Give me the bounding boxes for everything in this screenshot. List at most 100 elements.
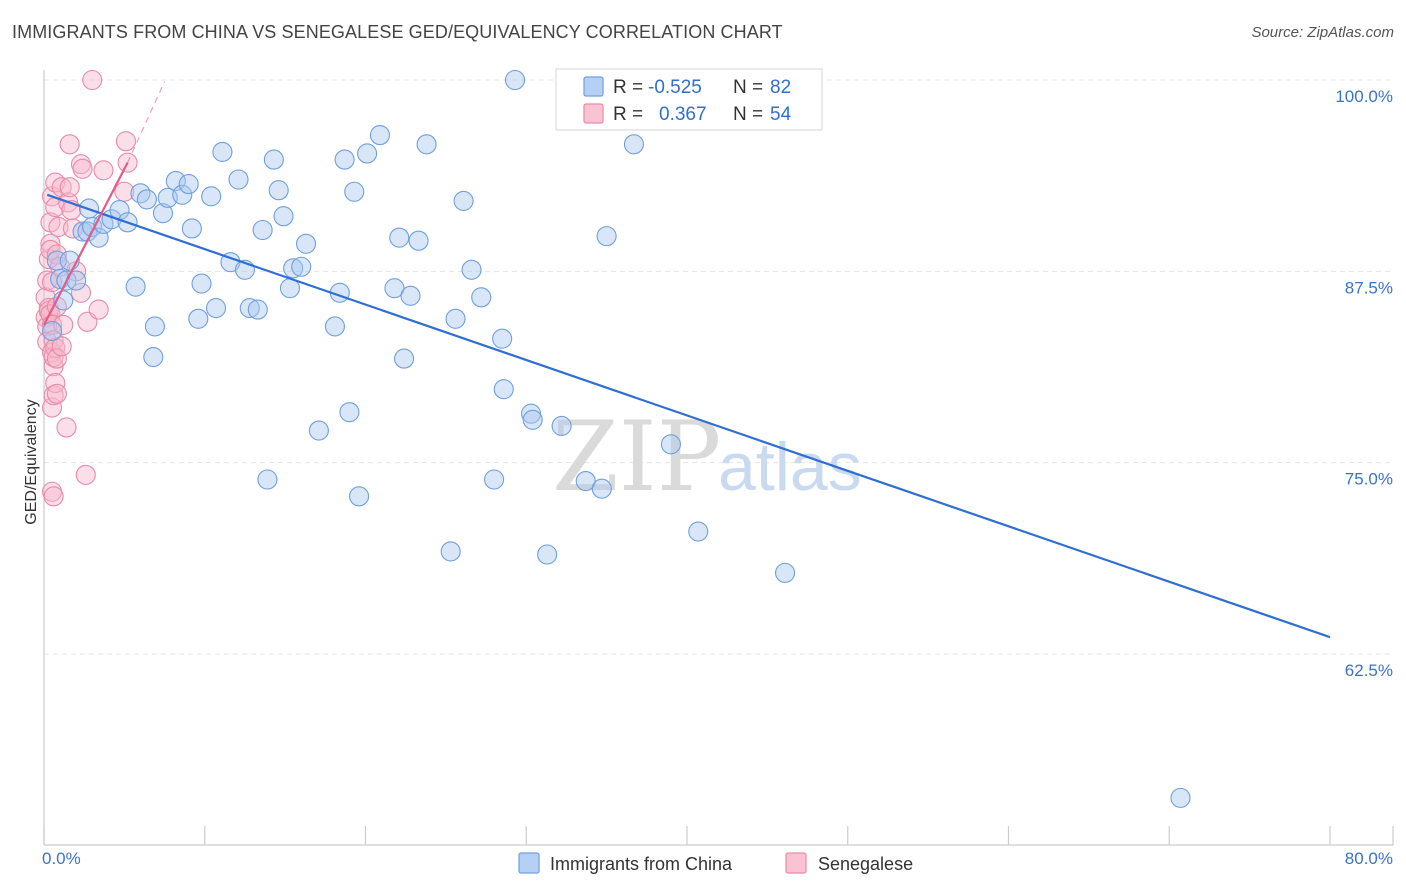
china-point [172, 184, 193, 205]
grid-layer [44, 79, 1393, 655]
china-point [291, 256, 312, 277]
china-point [268, 180, 289, 201]
china-point [537, 544, 558, 565]
senegalese-point [45, 337, 66, 358]
legend-swatch-pink [583, 103, 604, 124]
x-tick-marks [43, 826, 1394, 845]
china-point [440, 541, 461, 562]
senegalese-point [59, 134, 80, 155]
china-point [324, 316, 346, 337]
china-point [201, 186, 222, 207]
senegalese-point [46, 244, 67, 265]
china-point [273, 206, 294, 227]
x-tick-label-max: 80.0% [1345, 849, 1393, 868]
senegalese-point [75, 464, 96, 485]
china-point [1170, 787, 1191, 808]
china-point [775, 562, 796, 583]
bottom-legend-label-china: Immigrants from China [550, 854, 733, 874]
senegalese-point [45, 373, 66, 394]
china-point [591, 478, 612, 499]
china-point [445, 308, 466, 329]
legend-n-value-blue: 82 [770, 77, 791, 98]
china-point [239, 298, 260, 319]
china-point [389, 227, 410, 248]
china-point [181, 218, 202, 239]
legend-n-label-pink: N = [733, 104, 763, 125]
legend-r-label-pink: R = [613, 104, 643, 125]
china-point [504, 69, 526, 91]
senegalese-point [46, 383, 67, 404]
china-point [344, 181, 365, 202]
china-point [212, 141, 233, 162]
legend-n-label-blue: N = [733, 77, 763, 98]
china-point [191, 273, 212, 294]
senegalese-point [43, 486, 64, 507]
china-point [130, 183, 151, 204]
china-point [575, 470, 596, 492]
china-point [188, 308, 209, 329]
china-point [688, 521, 709, 542]
china-point [394, 348, 415, 369]
china-point [228, 169, 249, 190]
axes-layer [43, 70, 1393, 846]
china-point [522, 409, 543, 430]
china-point [408, 230, 429, 251]
senegalese-point [59, 177, 80, 198]
senegalese-point [70, 282, 92, 303]
china-point [136, 189, 157, 210]
senegalese-point [56, 417, 77, 438]
chart-title: IMMIGRANTS FROM CHINA VS SENEGALESE GED/… [12, 22, 783, 42]
china-point [41, 320, 63, 342]
senegalese-point [82, 69, 103, 91]
china-point [339, 402, 360, 423]
china-trend-line [46, 193, 1331, 639]
senegalese-point [48, 216, 69, 237]
bottom-legend: Immigrants from China Senegalese [518, 852, 913, 874]
watermark-zip: ZIP [552, 401, 721, 513]
china-point [125, 276, 146, 297]
legend-r-label-blue: R = [613, 77, 643, 98]
china-point [416, 134, 437, 155]
china-point [257, 469, 278, 490]
senegalese-point [93, 160, 114, 181]
china-point [205, 298, 227, 319]
bottom-legend-label-senegalese: Senegalese [818, 854, 913, 874]
china-point [247, 299, 268, 320]
top-legend: R = -0.525 N = 82 R = 0.367 N = 54 [555, 68, 823, 131]
china-point [178, 174, 199, 195]
y-tick-label: 87.5% [1345, 278, 1393, 297]
senegalese-point [51, 336, 72, 357]
china-point [252, 219, 273, 241]
china-point [492, 328, 513, 349]
china-point [471, 287, 492, 308]
china-point [144, 316, 165, 337]
senegalese-points [35, 69, 138, 507]
china-point [623, 134, 645, 155]
senegalese-point [51, 177, 72, 198]
china-point [349, 486, 370, 507]
china-point [334, 149, 355, 170]
y-tick-labels: 62.5% 75.0% 87.5% 100.0% [1335, 87, 1393, 680]
watermark-atlas: atlas [718, 429, 862, 505]
senegalese-point [46, 348, 67, 369]
china-point [263, 149, 284, 170]
senegalese-trend-line [43, 162, 129, 326]
china-point [308, 420, 329, 441]
china-point [551, 415, 572, 436]
senegalese-point [115, 131, 137, 152]
china-point [152, 203, 174, 224]
bottom-legend-swatch-china [518, 852, 540, 874]
y-tick-label: 75.0% [1345, 470, 1393, 489]
china-point [453, 190, 474, 211]
china-point [295, 233, 317, 254]
legend-n-value-pink: 54 [770, 104, 792, 125]
legend-swatch-blue [583, 76, 604, 97]
china-point [493, 379, 514, 400]
china-point [596, 226, 617, 247]
china-point [357, 143, 378, 164]
bottom-legend-swatch-senegalese [785, 852, 807, 874]
y-tick-label: 100.0% [1335, 87, 1393, 106]
senegalese-point [88, 299, 109, 320]
senegalese-point [114, 181, 135, 202]
